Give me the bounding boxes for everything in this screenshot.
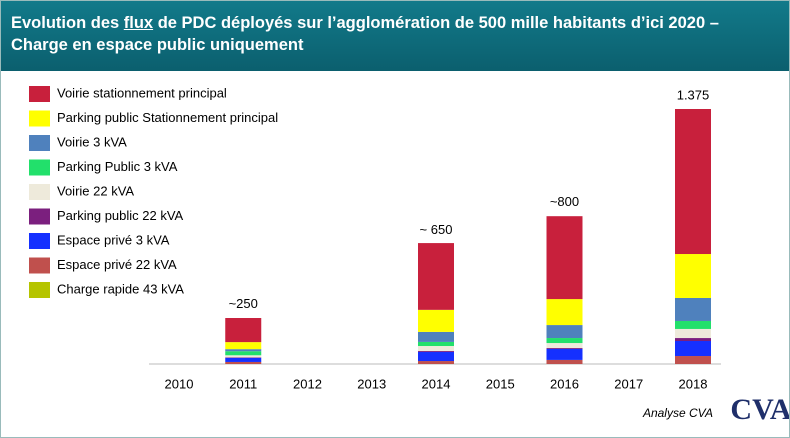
legend-label: Parking public 22 kVA <box>57 208 184 223</box>
bar-segment <box>675 338 711 342</box>
source: Analyse CVA <box>642 406 713 420</box>
legend-swatch <box>29 159 50 176</box>
title-part: de PDC déployés sur l’agglomération de 5… <box>11 14 719 54</box>
legend-label: Parking Public 3 kVA <box>57 159 178 174</box>
title-part: Evolution des <box>11 14 124 32</box>
bar-segment <box>225 351 262 356</box>
bar-segment <box>546 359 583 364</box>
bar-segment <box>225 361 262 364</box>
legend-label: Espace privé 22 kVA <box>57 257 177 272</box>
legend-label: Voirie 22 kVA <box>57 183 134 198</box>
legend-swatch <box>29 257 50 274</box>
bar-segment <box>675 328 711 339</box>
x-tick-label: 2018 <box>679 376 708 391</box>
bar-segment <box>225 318 262 343</box>
legend-label: Espace privé 3 kVA <box>57 232 170 247</box>
bar-segment <box>225 357 262 362</box>
bar-segment <box>546 348 583 349</box>
x-tick-label: 2013 <box>357 376 386 391</box>
total-label: ~800 <box>550 194 579 209</box>
legend-swatch <box>29 86 50 102</box>
legend-swatch <box>29 184 50 200</box>
x-tick-label: 2014 <box>422 376 451 391</box>
legend-label: Voirie 3 kVA <box>57 134 127 149</box>
legend-swatch <box>29 208 50 225</box>
bar-segment <box>225 342 262 350</box>
bar-segment <box>418 351 454 362</box>
logo: CVA <box>730 393 789 426</box>
legend-swatch <box>29 110 50 127</box>
bar-segment <box>675 297 711 321</box>
bar-segment <box>675 356 711 364</box>
x-tick-label: 2017 <box>614 376 643 391</box>
bar-segment <box>225 355 262 358</box>
x-tick-label: 2016 <box>550 376 579 391</box>
total-label: 1.375 <box>677 87 710 102</box>
bar-segment <box>675 320 711 329</box>
bar-segment <box>675 341 711 357</box>
bar-segment <box>418 341 454 347</box>
x-tick-label: 2010 <box>165 376 194 391</box>
x-tick-label: 2011 <box>229 376 257 391</box>
bar-segment <box>418 243 454 310</box>
bar-segment <box>546 348 583 360</box>
bar-segment <box>675 254 711 298</box>
legend-label: Voirie stationnement principal <box>57 85 227 100</box>
bar-segment <box>546 338 583 344</box>
legend-label: Parking public Stationnement principal <box>57 110 278 125</box>
bar-segment <box>546 325 583 339</box>
bar-segment <box>418 346 454 352</box>
bar-segment <box>546 299 583 326</box>
bar-segment <box>418 351 454 352</box>
legend-label: Charge rapide 43 kVA <box>57 281 184 296</box>
x-tick-label: 2015 <box>486 376 515 391</box>
bar-segment <box>675 109 711 255</box>
bar-segment <box>225 357 262 358</box>
bar-segment <box>418 309 454 332</box>
total-label: ~250 <box>229 296 258 311</box>
x-tick-label: 2012 <box>293 376 322 391</box>
bar-segment <box>418 361 454 364</box>
total-label: ~ 650 <box>420 222 453 237</box>
bar-segment <box>418 331 454 342</box>
legend-swatch <box>29 282 50 298</box>
legend-swatch <box>29 233 50 249</box>
bar-segment <box>225 349 262 352</box>
title-part: flux <box>123 14 154 32</box>
bar-segment <box>546 216 583 300</box>
bar-segment <box>546 343 583 349</box>
title: Evolution des flux de PDC déployés sur l… <box>1 1 789 71</box>
legend-swatch <box>29 135 50 151</box>
